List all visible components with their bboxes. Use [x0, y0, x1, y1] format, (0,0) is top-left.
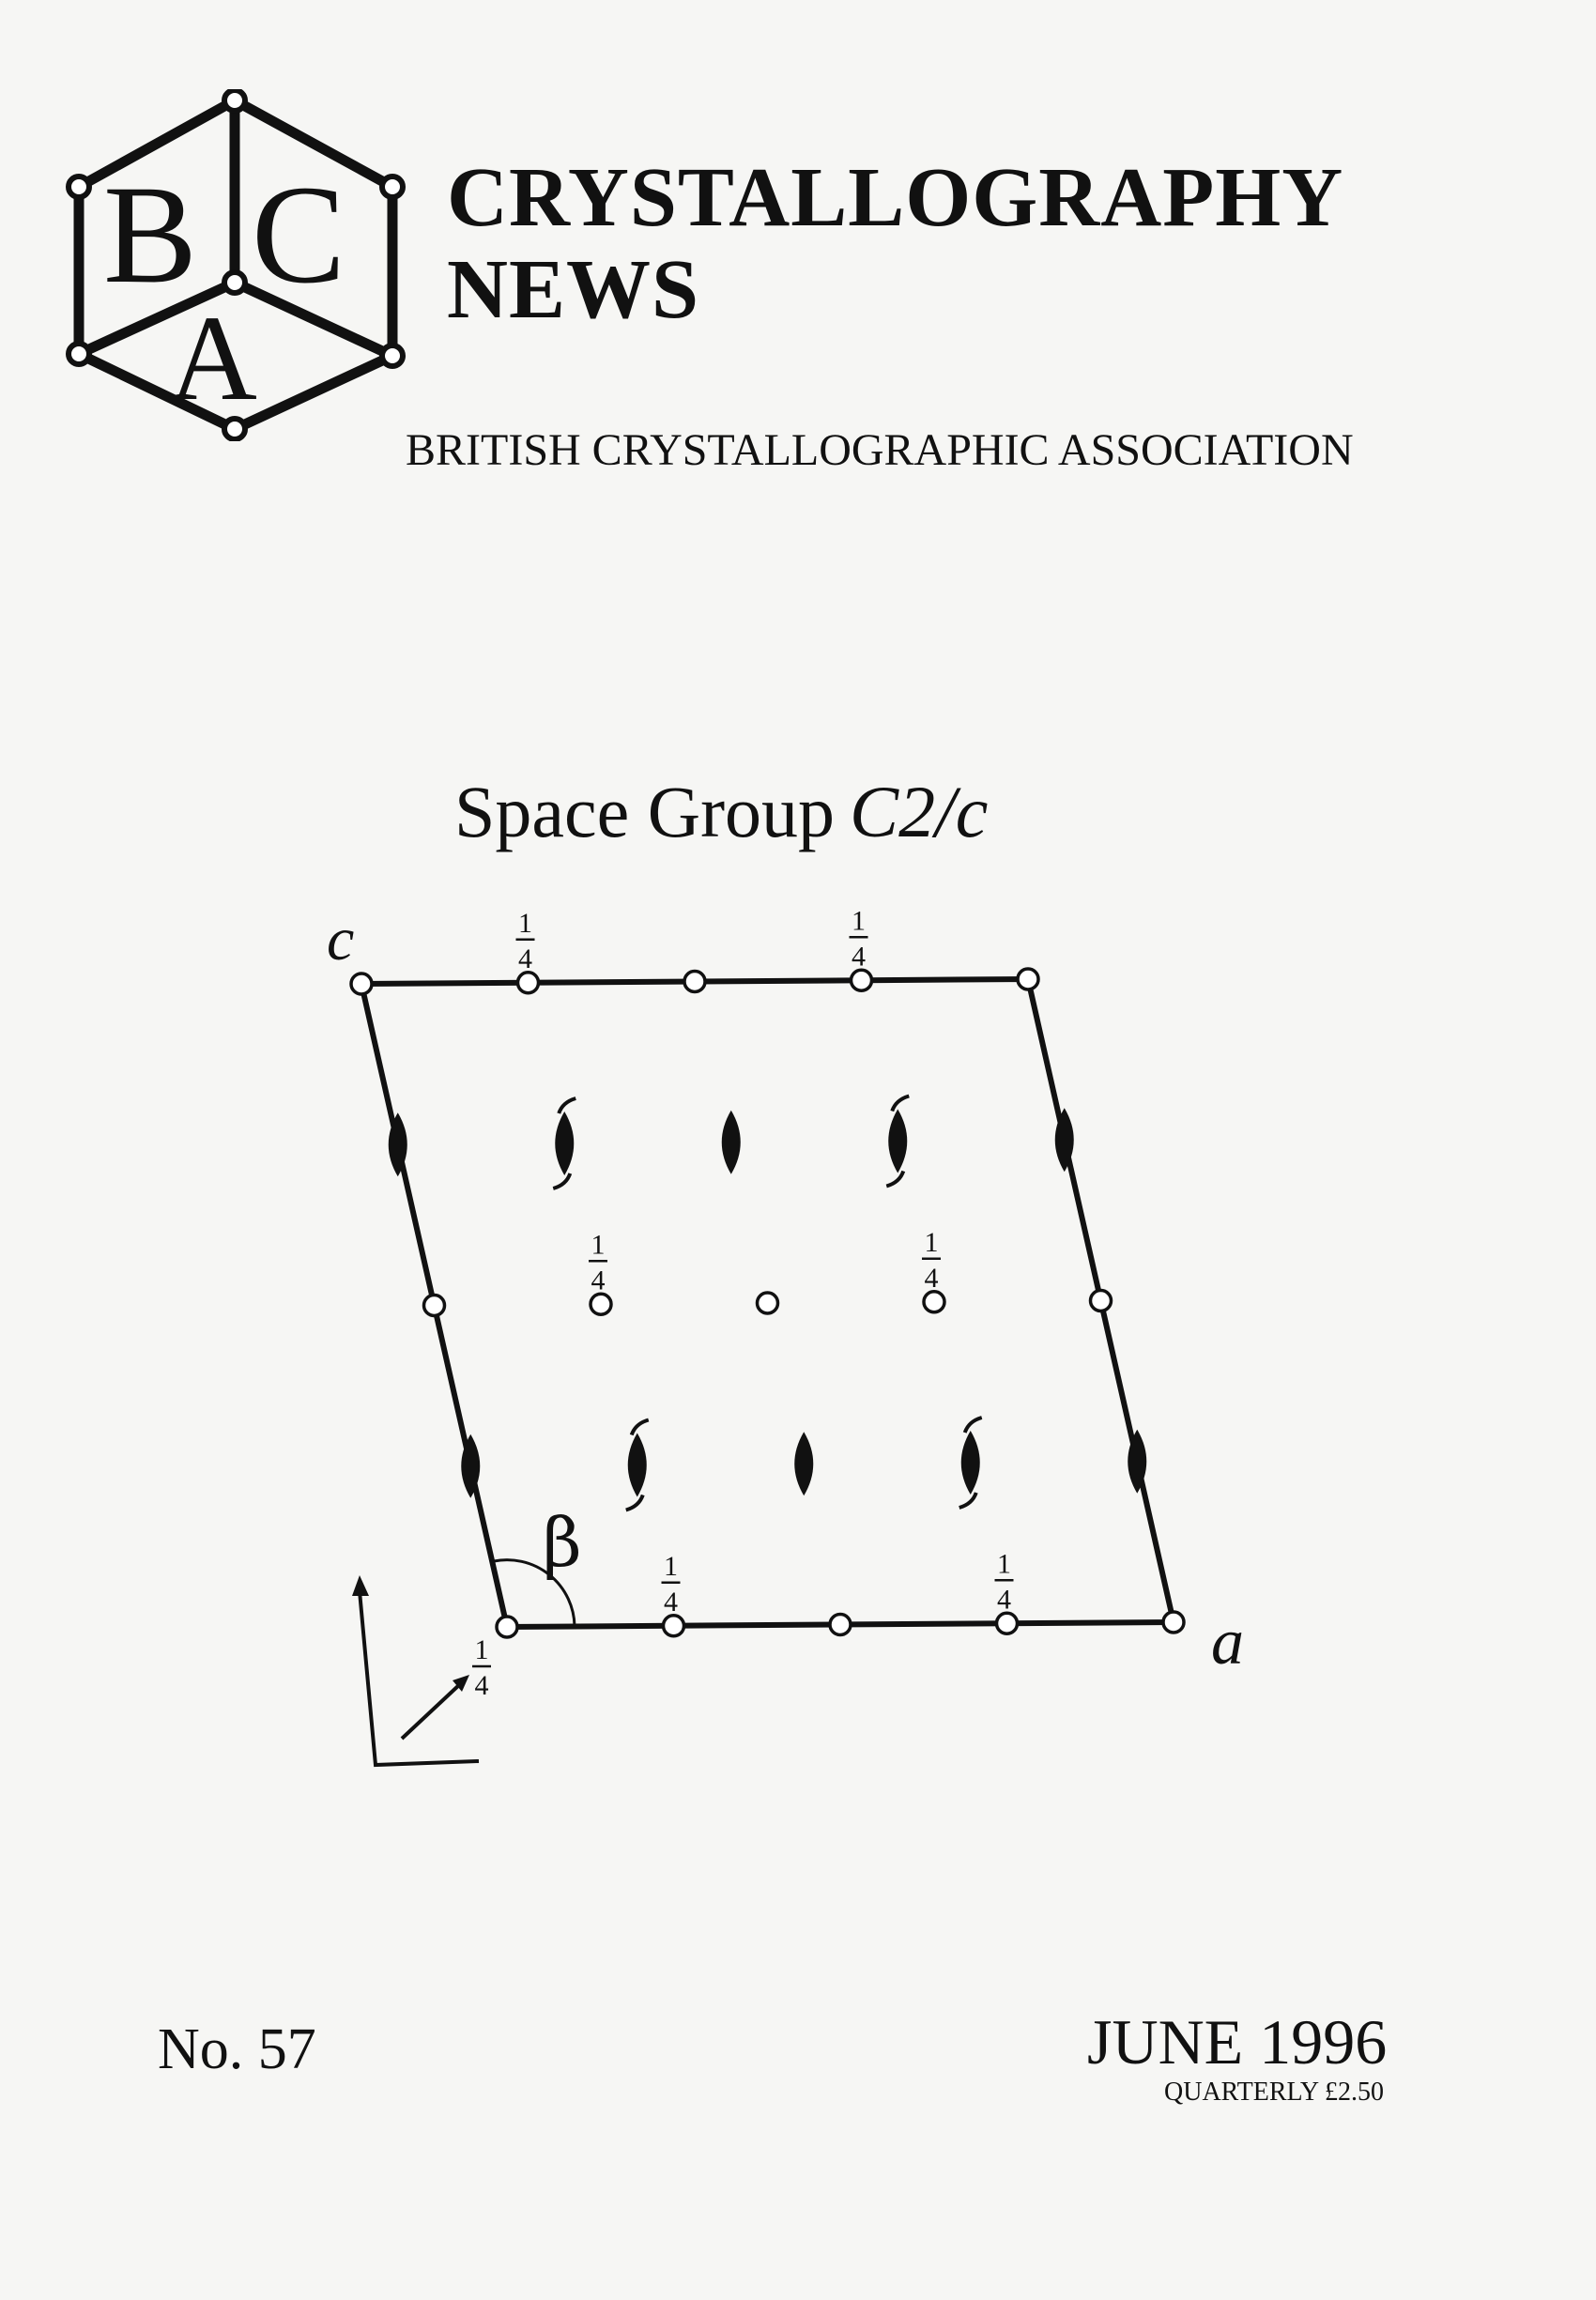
- issue-number: No. 57: [158, 2017, 316, 2081]
- fraction-denominator: 4: [475, 1670, 489, 1701]
- logo-node: [66, 341, 92, 367]
- twofold-axis-symbol: [461, 1434, 481, 1498]
- twofold-axis-symbol: [1054, 1108, 1074, 1173]
- fraction-numerator: 1: [997, 1548, 1011, 1579]
- screw-axis-symbol: [960, 1431, 980, 1495]
- screw-axis-symbol: [555, 1112, 575, 1175]
- fraction-numerator: 1: [591, 1229, 606, 1260]
- inversion-centre: [495, 1615, 519, 1639]
- logo-node: [379, 343, 406, 369]
- logo-node: [222, 269, 248, 296]
- fraction-numerator: 1: [852, 905, 866, 936]
- inversion-centre: [349, 972, 374, 996]
- fraction-numerator: 1: [518, 908, 532, 939]
- fraction-denominator: 4: [852, 941, 866, 972]
- screw-axis-symbol: [627, 1433, 647, 1497]
- fraction-numerator: 1: [475, 1634, 489, 1665]
- inversion-centre: [828, 1612, 852, 1637]
- height-label-quarter: 14: [849, 905, 868, 972]
- inversion-centre: [849, 968, 874, 992]
- logo-letter-c: C: [252, 157, 345, 313]
- fraction-denominator: 4: [518, 943, 532, 974]
- height-label-quarter: 14: [472, 1634, 491, 1701]
- issue-date: JUNE 1996: [1087, 2006, 1388, 2078]
- direction-arrowhead-diag: [453, 1675, 469, 1692]
- inversion-centre: [683, 969, 707, 994]
- inversion-centre: [422, 1293, 447, 1318]
- inversion-centre: [1016, 967, 1040, 991]
- title-line-news: NEWS: [447, 243, 700, 336]
- title-line-crystallography: CRYSTALLOGRAPHY: [447, 151, 1344, 244]
- symmetry-elements: [349, 967, 1186, 1639]
- issue-price: QUARTERLY £2.50: [1164, 2078, 1385, 2107]
- inversion-centre: [922, 1290, 946, 1314]
- logo-node: [222, 416, 248, 441]
- twofold-axis-symbol: [721, 1110, 741, 1174]
- inversion-centre: [1161, 1610, 1186, 1634]
- screw-axis-symbol-tail: [625, 1494, 645, 1512]
- heading-text: Space Group: [454, 771, 836, 852]
- inversion-centre: [589, 1292, 613, 1316]
- angle-label-beta: β: [543, 1503, 582, 1582]
- logo-letter-a: A: [169, 291, 257, 426]
- inversion-centre: [515, 971, 541, 995]
- twofold-axis-direction-symbol: [352, 1575, 480, 1768]
- logo-letter-b: B: [103, 157, 197, 313]
- screw-axis-symbol-tail: [557, 1096, 576, 1114]
- twofold-axis-symbol: [794, 1432, 814, 1496]
- axis-label-c: c: [327, 905, 354, 974]
- bca-logo: B C A: [66, 89, 406, 441]
- logo-node: [379, 174, 406, 200]
- fraction-numerator: 1: [664, 1551, 678, 1582]
- diagram-heading: Space Group C2/c: [454, 770, 988, 854]
- direction-arrowhead-up: [352, 1575, 369, 1596]
- screw-axis-symbol: [888, 1109, 908, 1173]
- masthead-title: CRYSTALLOGRAPHY NEWS: [447, 152, 1343, 336]
- association-name: BRITISH CRYSTALLOGRAPHIC ASSOCIATION: [406, 425, 1354, 475]
- space-group-symbol: C2/c: [850, 771, 989, 852]
- direction-frame-lines: [358, 1590, 480, 1768]
- screw-axis-symbol-tail: [959, 1492, 978, 1510]
- screw-axis-symbol-tail: [885, 1170, 906, 1188]
- logo-node: [66, 174, 92, 200]
- inversion-centre: [1088, 1288, 1113, 1313]
- logo-spoke-right: [232, 278, 395, 360]
- height-label-quarter: 14: [661, 1551, 681, 1618]
- logo-node: [222, 89, 248, 114]
- screw-axis-symbol-tail: [552, 1173, 573, 1190]
- fraction-numerator: 1: [925, 1227, 939, 1258]
- height-label-quarter: 14: [922, 1227, 941, 1294]
- direction-diagonal-line: [400, 1682, 462, 1740]
- beta-angle-arc: [493, 1558, 576, 1627]
- fraction-denominator: 4: [997, 1584, 1011, 1615]
- inversion-centre: [661, 1614, 686, 1638]
- fraction-denominator: 4: [664, 1587, 678, 1618]
- height-label-quarter: 14: [994, 1548, 1014, 1615]
- logo-spoke-left: [76, 277, 238, 360]
- twofold-axis-symbol: [1128, 1429, 1147, 1494]
- height-label-quarter: 14: [515, 908, 535, 974]
- screw-axis-symbol-tail: [629, 1418, 650, 1436]
- height-label-quarter: 14: [589, 1229, 607, 1296]
- axis-label-a: a: [1211, 1606, 1244, 1679]
- fraction-denominator: 4: [925, 1263, 939, 1294]
- screw-axis-symbol-tail: [890, 1094, 910, 1112]
- screw-axis-symbol-tail: [962, 1416, 983, 1434]
- twofold-axis-symbol: [388, 1112, 407, 1177]
- inversion-centre: [755, 1291, 780, 1315]
- inversion-centre: [994, 1611, 1020, 1635]
- fraction-denominator: 4: [591, 1265, 606, 1296]
